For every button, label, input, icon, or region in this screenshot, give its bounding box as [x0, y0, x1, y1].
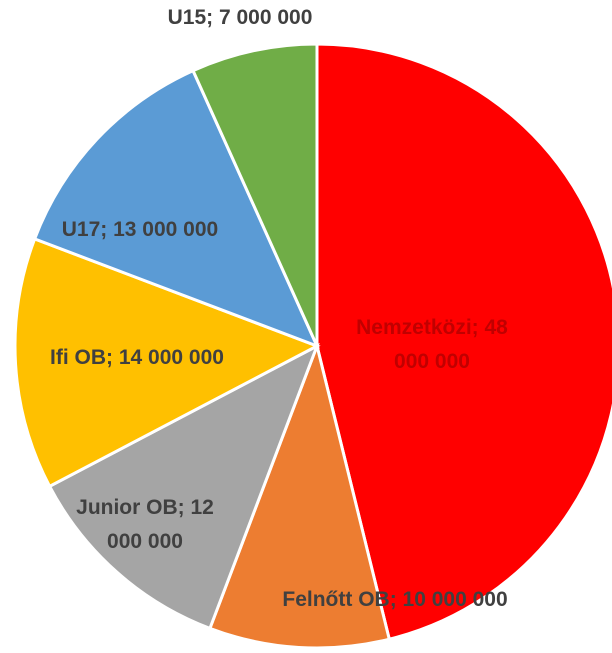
- data-label: U15; 7 000 000: [167, 6, 313, 29]
- pie-slice: [13, 236, 321, 489]
- data-label: U17; 13 000 000: [61, 218, 219, 241]
- data-label: Ifi OB; 14 000 000: [50, 346, 224, 369]
- pie-slice: [191, 42, 319, 347]
- data-label: Felnőtt OB; 10 000 000: [282, 588, 508, 611]
- data-label: Junior OB; 12 000 000: [76, 496, 214, 553]
- pie-slice: [315, 42, 612, 642]
- pie-slice: [32, 68, 320, 349]
- pie-slice: [207, 340, 392, 650]
- pie-slice: [47, 342, 320, 631]
- data-label: Nemzetközi; 48 000 000: [356, 316, 508, 373]
